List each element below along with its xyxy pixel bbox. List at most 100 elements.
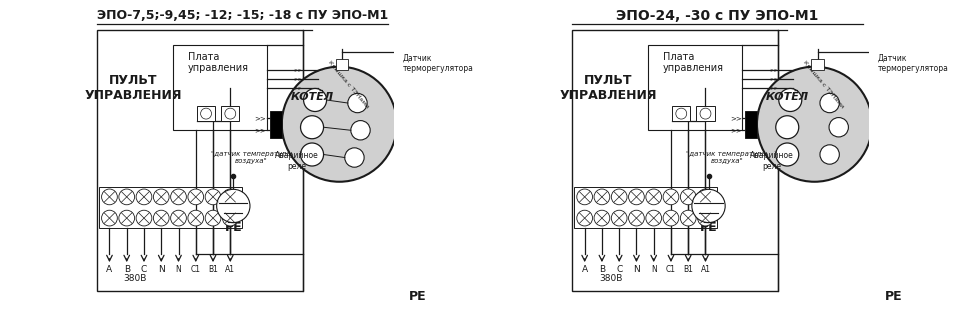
Text: Аварийное
реле: Аварийное реле xyxy=(750,151,794,171)
Circle shape xyxy=(188,189,204,205)
Circle shape xyxy=(681,210,696,226)
Bar xyxy=(648,45,742,130)
Circle shape xyxy=(698,210,713,226)
Bar xyxy=(336,59,348,70)
Bar xyxy=(869,130,879,142)
Circle shape xyxy=(188,210,204,226)
Circle shape xyxy=(171,210,186,226)
Text: >>: >> xyxy=(769,76,779,81)
Text: N: N xyxy=(157,265,164,274)
Circle shape xyxy=(629,189,644,205)
Bar xyxy=(574,187,717,228)
Circle shape xyxy=(102,189,117,205)
Text: >>: >> xyxy=(730,127,742,133)
Circle shape xyxy=(663,189,679,205)
Circle shape xyxy=(646,210,661,226)
Circle shape xyxy=(300,143,324,166)
Text: >>: >> xyxy=(769,67,779,72)
Text: Датчик
терморегулятора: Датчик терморегулятора xyxy=(403,54,474,73)
Bar xyxy=(745,111,757,138)
Text: В: В xyxy=(124,265,130,274)
Text: РЕ: РЕ xyxy=(409,290,427,303)
Circle shape xyxy=(698,189,713,205)
Circle shape xyxy=(594,189,610,205)
Bar xyxy=(270,111,282,138)
Circle shape xyxy=(225,108,236,119)
Circle shape xyxy=(663,210,679,226)
Text: >>: >> xyxy=(294,76,303,81)
Text: А: А xyxy=(107,265,112,274)
Circle shape xyxy=(612,210,627,226)
Circle shape xyxy=(119,210,134,226)
Circle shape xyxy=(282,67,396,182)
Circle shape xyxy=(404,77,432,104)
Circle shape xyxy=(681,189,696,205)
Text: Датчик
терморегулятора: Датчик терморегулятора xyxy=(878,54,949,73)
Circle shape xyxy=(102,210,117,226)
Circle shape xyxy=(779,88,802,112)
Text: В: В xyxy=(599,265,605,274)
Text: ПУЛЬТ
УПРАВЛЕНИЯ: ПУЛЬТ УПРАВЛЕНИЯ xyxy=(84,74,182,102)
Circle shape xyxy=(119,189,134,205)
Bar xyxy=(99,187,242,228)
Circle shape xyxy=(829,117,849,137)
Text: С: С xyxy=(141,265,147,274)
Circle shape xyxy=(217,189,250,222)
Text: РЕ: РЕ xyxy=(884,290,902,303)
Text: >>: >> xyxy=(769,85,779,90)
Circle shape xyxy=(594,210,610,226)
Text: "датчик температуры
воздуха": "датчик температуры воздуха" xyxy=(686,151,767,164)
Circle shape xyxy=(776,116,799,139)
Circle shape xyxy=(612,189,627,205)
Text: РЕ: РЕ xyxy=(225,221,242,234)
Text: Крышка с ТЭНами: Крышка с ТЭНами xyxy=(327,60,370,109)
Text: А1: А1 xyxy=(701,265,710,274)
Circle shape xyxy=(136,189,152,205)
Text: N: N xyxy=(651,265,657,274)
Circle shape xyxy=(348,93,367,113)
Circle shape xyxy=(577,210,592,226)
Text: >>: >> xyxy=(254,127,267,133)
Text: Плата
управления: Плата управления xyxy=(188,52,249,73)
Text: >>: >> xyxy=(254,115,267,121)
Circle shape xyxy=(692,189,725,222)
Text: ЭПО-24, -30 с ПУ ЭПО-М1: ЭПО-24, -30 с ПУ ЭПО-М1 xyxy=(616,9,819,23)
Circle shape xyxy=(676,108,686,119)
Circle shape xyxy=(223,210,238,226)
Circle shape xyxy=(300,116,324,139)
Bar xyxy=(394,130,404,142)
Text: >>: >> xyxy=(294,67,303,72)
Circle shape xyxy=(205,210,221,226)
Text: Плата
управления: Плата управления xyxy=(663,52,724,73)
Circle shape xyxy=(350,121,371,140)
Circle shape xyxy=(879,77,907,104)
Circle shape xyxy=(136,210,152,226)
Text: Аварийное
реле: Аварийное реле xyxy=(275,151,319,171)
Text: Крышка с ТЭНами: Крышка с ТЭНами xyxy=(803,60,845,109)
Circle shape xyxy=(820,145,839,164)
Circle shape xyxy=(776,143,799,166)
Text: 380В: 380В xyxy=(124,274,147,283)
Text: С1: С1 xyxy=(191,265,201,274)
Text: ПУЛЬТ
УПРАВЛЕНИЯ: ПУЛЬТ УПРАВЛЕНИЯ xyxy=(560,74,658,102)
Text: 380В: 380В xyxy=(599,274,622,283)
Bar xyxy=(672,106,690,121)
Text: N: N xyxy=(633,265,639,274)
Text: КОТЁЛ: КОТЁЛ xyxy=(291,92,334,102)
Circle shape xyxy=(223,189,238,205)
Circle shape xyxy=(154,210,169,226)
Bar xyxy=(572,30,779,291)
Circle shape xyxy=(201,108,211,119)
Text: "датчик температуры
воздуха": "датчик температуры воздуха" xyxy=(211,151,292,164)
Text: В1: В1 xyxy=(208,265,218,274)
Text: РЕ: РЕ xyxy=(700,221,717,234)
Circle shape xyxy=(629,210,644,226)
Text: >>: >> xyxy=(730,115,742,121)
Text: А1: А1 xyxy=(226,265,235,274)
Circle shape xyxy=(757,67,872,182)
Circle shape xyxy=(820,93,839,113)
Bar xyxy=(221,106,239,121)
Circle shape xyxy=(646,189,661,205)
Bar xyxy=(173,45,267,130)
Bar xyxy=(197,106,215,121)
